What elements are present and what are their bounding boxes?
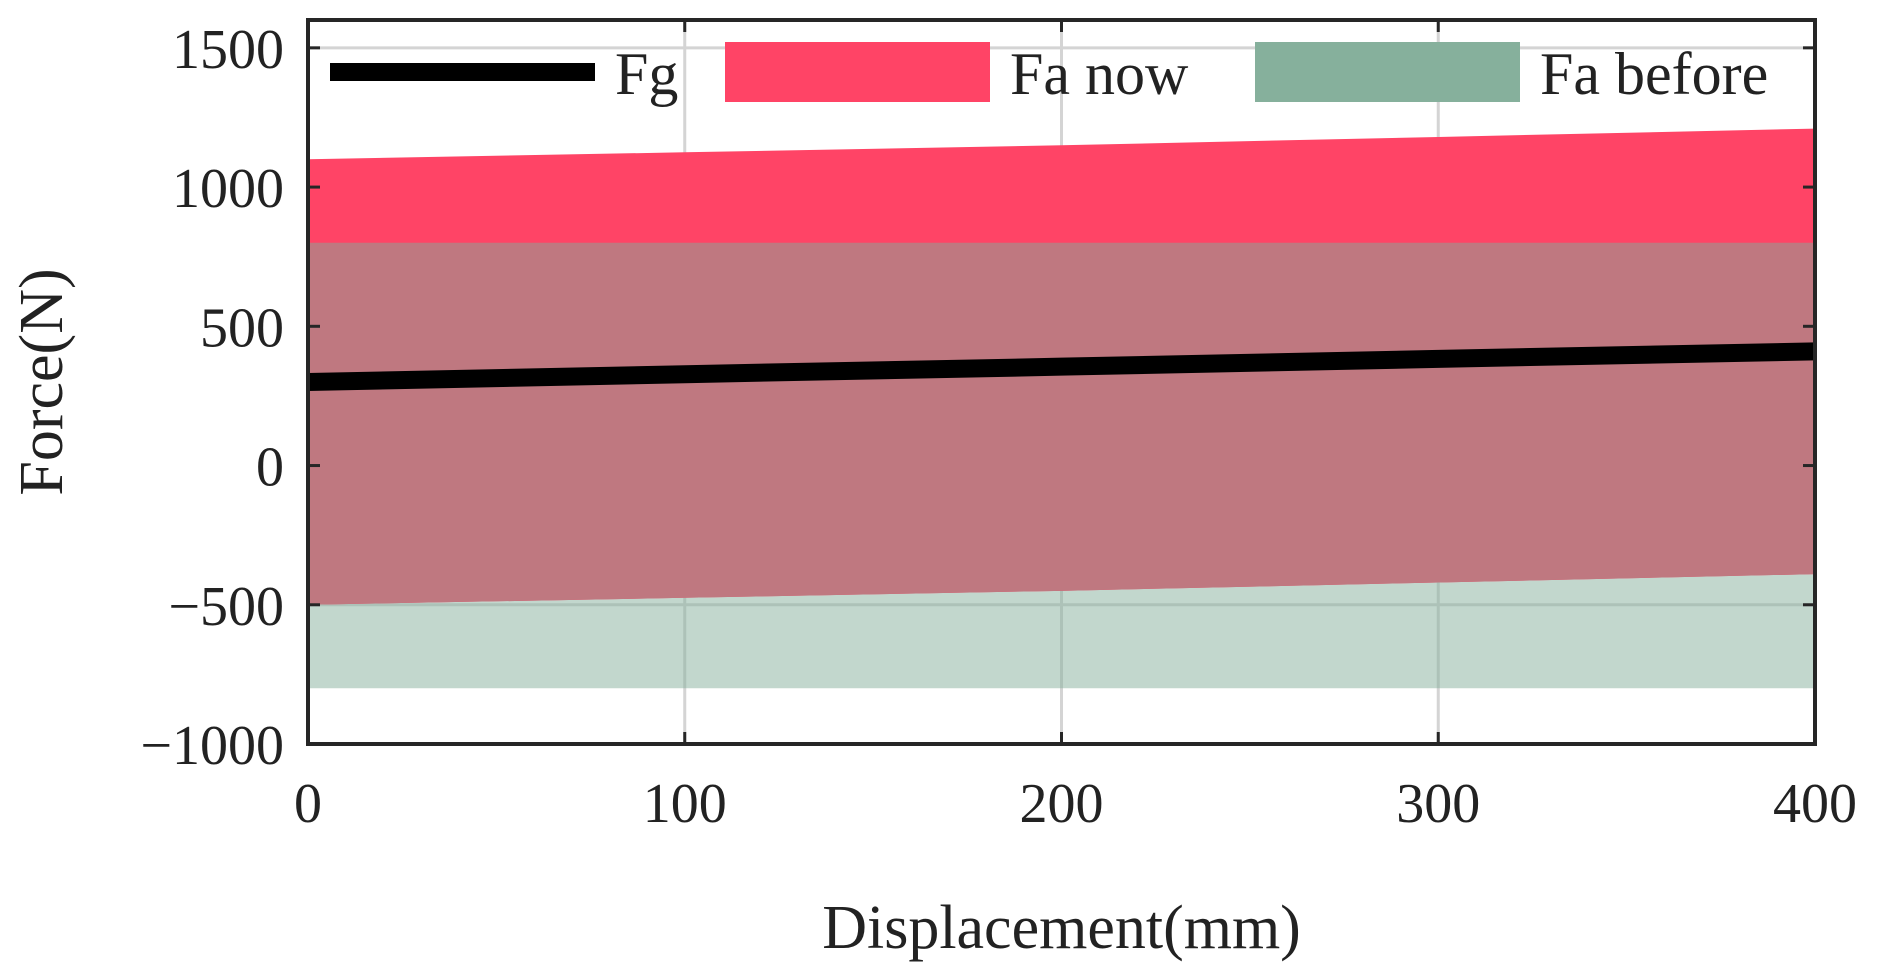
y-tick-label: −500 [168, 576, 284, 638]
legend-swatch-fa-before [1255, 42, 1520, 102]
y-tick-label: 1000 [172, 158, 284, 220]
y-tick-label: 0 [256, 437, 284, 499]
legend-swatch-fa-now [725, 42, 990, 102]
x-tick-label: 100 [643, 773, 727, 835]
y-tick-label: 1500 [172, 19, 284, 81]
y-tick-label: −1000 [140, 715, 284, 777]
y-tick-label: 500 [200, 297, 284, 359]
line-fg [308, 342, 1815, 391]
y-axis-title: Force(N) [8, 268, 76, 495]
legend-label-fg: Fg [615, 41, 678, 107]
x-tick-label: 200 [1020, 773, 1104, 835]
x-tick-label: 400 [1773, 773, 1857, 835]
x-tick-label: 300 [1396, 773, 1480, 835]
x-axis-title: Displacement(mm) [822, 894, 1301, 962]
legend-label-fa-before: Fa before [1540, 41, 1768, 107]
x-tick-label: 0 [294, 773, 322, 835]
legend-label-fa-now: Fa now [1010, 41, 1189, 107]
